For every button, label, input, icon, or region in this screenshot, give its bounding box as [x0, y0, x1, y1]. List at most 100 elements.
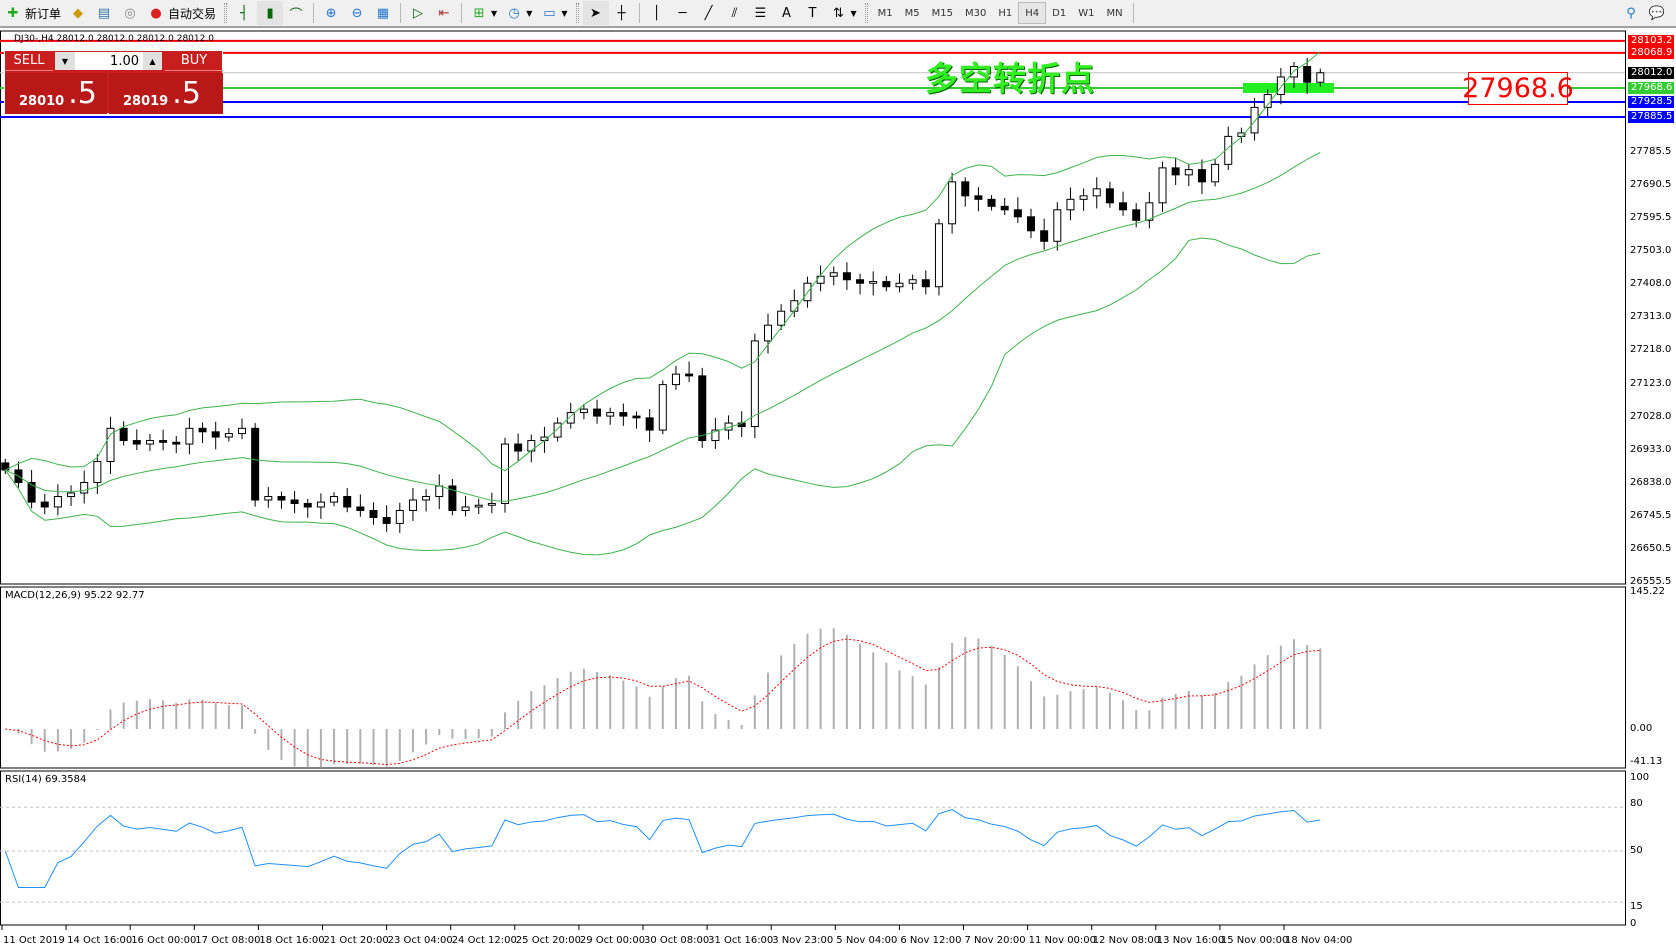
- candle-body: [777, 310, 786, 326]
- line-chart-button[interactable]: ⌒: [283, 1, 309, 25]
- macd-axis-max: 145.22: [1630, 586, 1665, 597]
- lot-decrease-button[interactable]: ▼: [55, 52, 75, 70]
- candle-body: [1316, 72, 1325, 83]
- chat-button[interactable]: 💬: [1644, 1, 1670, 25]
- candle-body: [606, 412, 615, 417]
- market-watch-button[interactable]: ◆: [65, 1, 91, 25]
- zoom-out-icon: ⊖: [351, 5, 363, 21]
- vertical-line-button[interactable]: │: [644, 1, 670, 25]
- time-label: 30 Oct 08:00: [644, 935, 710, 946]
- equidistant-channel-button[interactable]: ⫽: [722, 1, 748, 25]
- price-tick: 27595.5: [1630, 212, 1672, 224]
- lot-size-input[interactable]: 1.00: [75, 52, 143, 70]
- time-label: 16 Oct 00:00: [131, 935, 197, 946]
- price-label-box[interactable]: 27968.6: [1462, 72, 1574, 105]
- timeframe-d1[interactable]: D1: [1052, 7, 1067, 19]
- candle-body: [1027, 216, 1035, 232]
- text-label-button[interactable]: T: [800, 1, 826, 25]
- price-tick: 26838.0: [1630, 477, 1672, 489]
- trendline-button[interactable]: ╱: [696, 1, 722, 25]
- candle-body: [277, 495, 286, 501]
- auto-scroll-icon: ▷: [413, 5, 424, 21]
- macd-panel-frame: [0, 586, 1626, 769]
- candle-body: [790, 300, 799, 312]
- fibonacci-icon: ☰: [754, 5, 767, 21]
- rsi-panel-frame: [0, 770, 1626, 926]
- text-button[interactable]: A: [774, 1, 800, 25]
- macd-axis-min: -41.13: [1630, 756, 1663, 767]
- timeframe-m5[interactable]: M5: [904, 7, 920, 19]
- candle-body: [1184, 169, 1193, 176]
- divider: [313, 3, 315, 23]
- rsi-axis-15: 15: [1630, 901, 1643, 912]
- candle-body: [238, 427, 246, 435]
- sell-price[interactable]: 28010.5: [5, 73, 107, 114]
- timeframe-h4[interactable]: H4: [1018, 2, 1047, 24]
- zoom-in-button[interactable]: ⊕: [318, 1, 344, 25]
- candle-body: [211, 431, 220, 438]
- search-button[interactable]: ⚲: [1618, 1, 1644, 25]
- candle-body: [1066, 198, 1075, 211]
- price-tick: 26650.5: [1630, 542, 1672, 554]
- timeframe-m30[interactable]: M30: [965, 7, 987, 19]
- candle-body: [882, 280, 891, 288]
- add-indicator-icon: ⊞: [473, 5, 485, 21]
- pivot-annotation[interactable]: 多空转折点: [925, 59, 1095, 98]
- timeframe-m1[interactable]: M1: [877, 7, 893, 19]
- timeframe-mn[interactable]: MN: [1106, 7, 1123, 19]
- folder-icon: ◆: [73, 5, 84, 21]
- bar-chart-button[interactable]: ┤: [231, 1, 257, 25]
- time-label: 6 Nov 12:00: [900, 935, 962, 946]
- candle-body: [251, 427, 260, 501]
- price-tick: 27690.5: [1630, 179, 1672, 191]
- price-tick: 27218.0: [1630, 344, 1672, 356]
- price-tick: 26933.0: [1630, 443, 1672, 455]
- candle-body: [435, 485, 444, 497]
- auto-scroll-button[interactable]: ▷: [405, 1, 431, 25]
- navigator-button[interactable]: ▤: [91, 1, 117, 25]
- periods-button[interactable]: ◷ ▼: [501, 1, 536, 25]
- candle-body: [461, 506, 470, 511]
- candle-body: [1303, 65, 1312, 83]
- candle-body: [566, 412, 575, 424]
- horizontal-line-button[interactable]: ─: [670, 1, 696, 25]
- chart-shift-button[interactable]: ⇤: [431, 1, 457, 25]
- arrows-button[interactable]: ⇅ ▼: [826, 1, 861, 25]
- templates-button[interactable]: ▭ ▼: [536, 1, 571, 25]
- candle-body: [132, 440, 141, 445]
- fibonacci-button[interactable]: ☰: [748, 1, 774, 25]
- lot-increase-button[interactable]: ▲: [143, 52, 162, 70]
- candle-body: [1013, 209, 1022, 218]
- sell-button[interactable]: SELL: [5, 51, 53, 71]
- divider: [400, 3, 402, 23]
- navigator-icon: ▤: [97, 5, 111, 21]
- tile-windows-button[interactable]: ▦: [370, 1, 396, 25]
- auto-trading-button[interactable]: ● 自动交易: [143, 1, 220, 25]
- chat-icon: 💬: [1648, 5, 1666, 21]
- indicators-button[interactable]: ⊞ ▼: [466, 1, 501, 25]
- candle-body: [1211, 163, 1220, 183]
- candlestick-icon: ▮: [266, 5, 274, 21]
- candlestick-button[interactable]: ▮: [257, 1, 284, 25]
- symbol-info: DJ30-,H4 28012.0 28012.0 28012.0 28012.0: [14, 34, 214, 44]
- signals-button[interactable]: ◎: [117, 1, 143, 25]
- timeframe-h1[interactable]: H1: [998, 7, 1013, 19]
- candle-body: [198, 427, 207, 433]
- candle-body: [93, 461, 102, 484]
- timeframe-w1[interactable]: W1: [1078, 7, 1095, 19]
- rsi-axis-50: 50: [1630, 845, 1643, 856]
- zoom-out-button[interactable]: ⊖: [344, 1, 370, 25]
- timeframe-m15[interactable]: M15: [931, 7, 954, 19]
- crosshair-button[interactable]: ┼: [609, 1, 635, 25]
- rsi-axis-80: 80: [1630, 798, 1643, 809]
- cursor-button[interactable]: ➤: [582, 1, 609, 25]
- buy-price[interactable]: 28019.5: [109, 73, 223, 114]
- new-order-button[interactable]: ✚ 新订单: [0, 1, 65, 25]
- candle-body: [119, 427, 128, 442]
- horizontal-line-icon: ─: [678, 5, 687, 21]
- candle-body: [303, 502, 312, 508]
- buy-button[interactable]: BUY: [165, 51, 223, 71]
- candle-body: [1197, 169, 1206, 183]
- chart-canvas[interactable]: [0, 30, 1676, 950]
- candle-body: [658, 384, 667, 431]
